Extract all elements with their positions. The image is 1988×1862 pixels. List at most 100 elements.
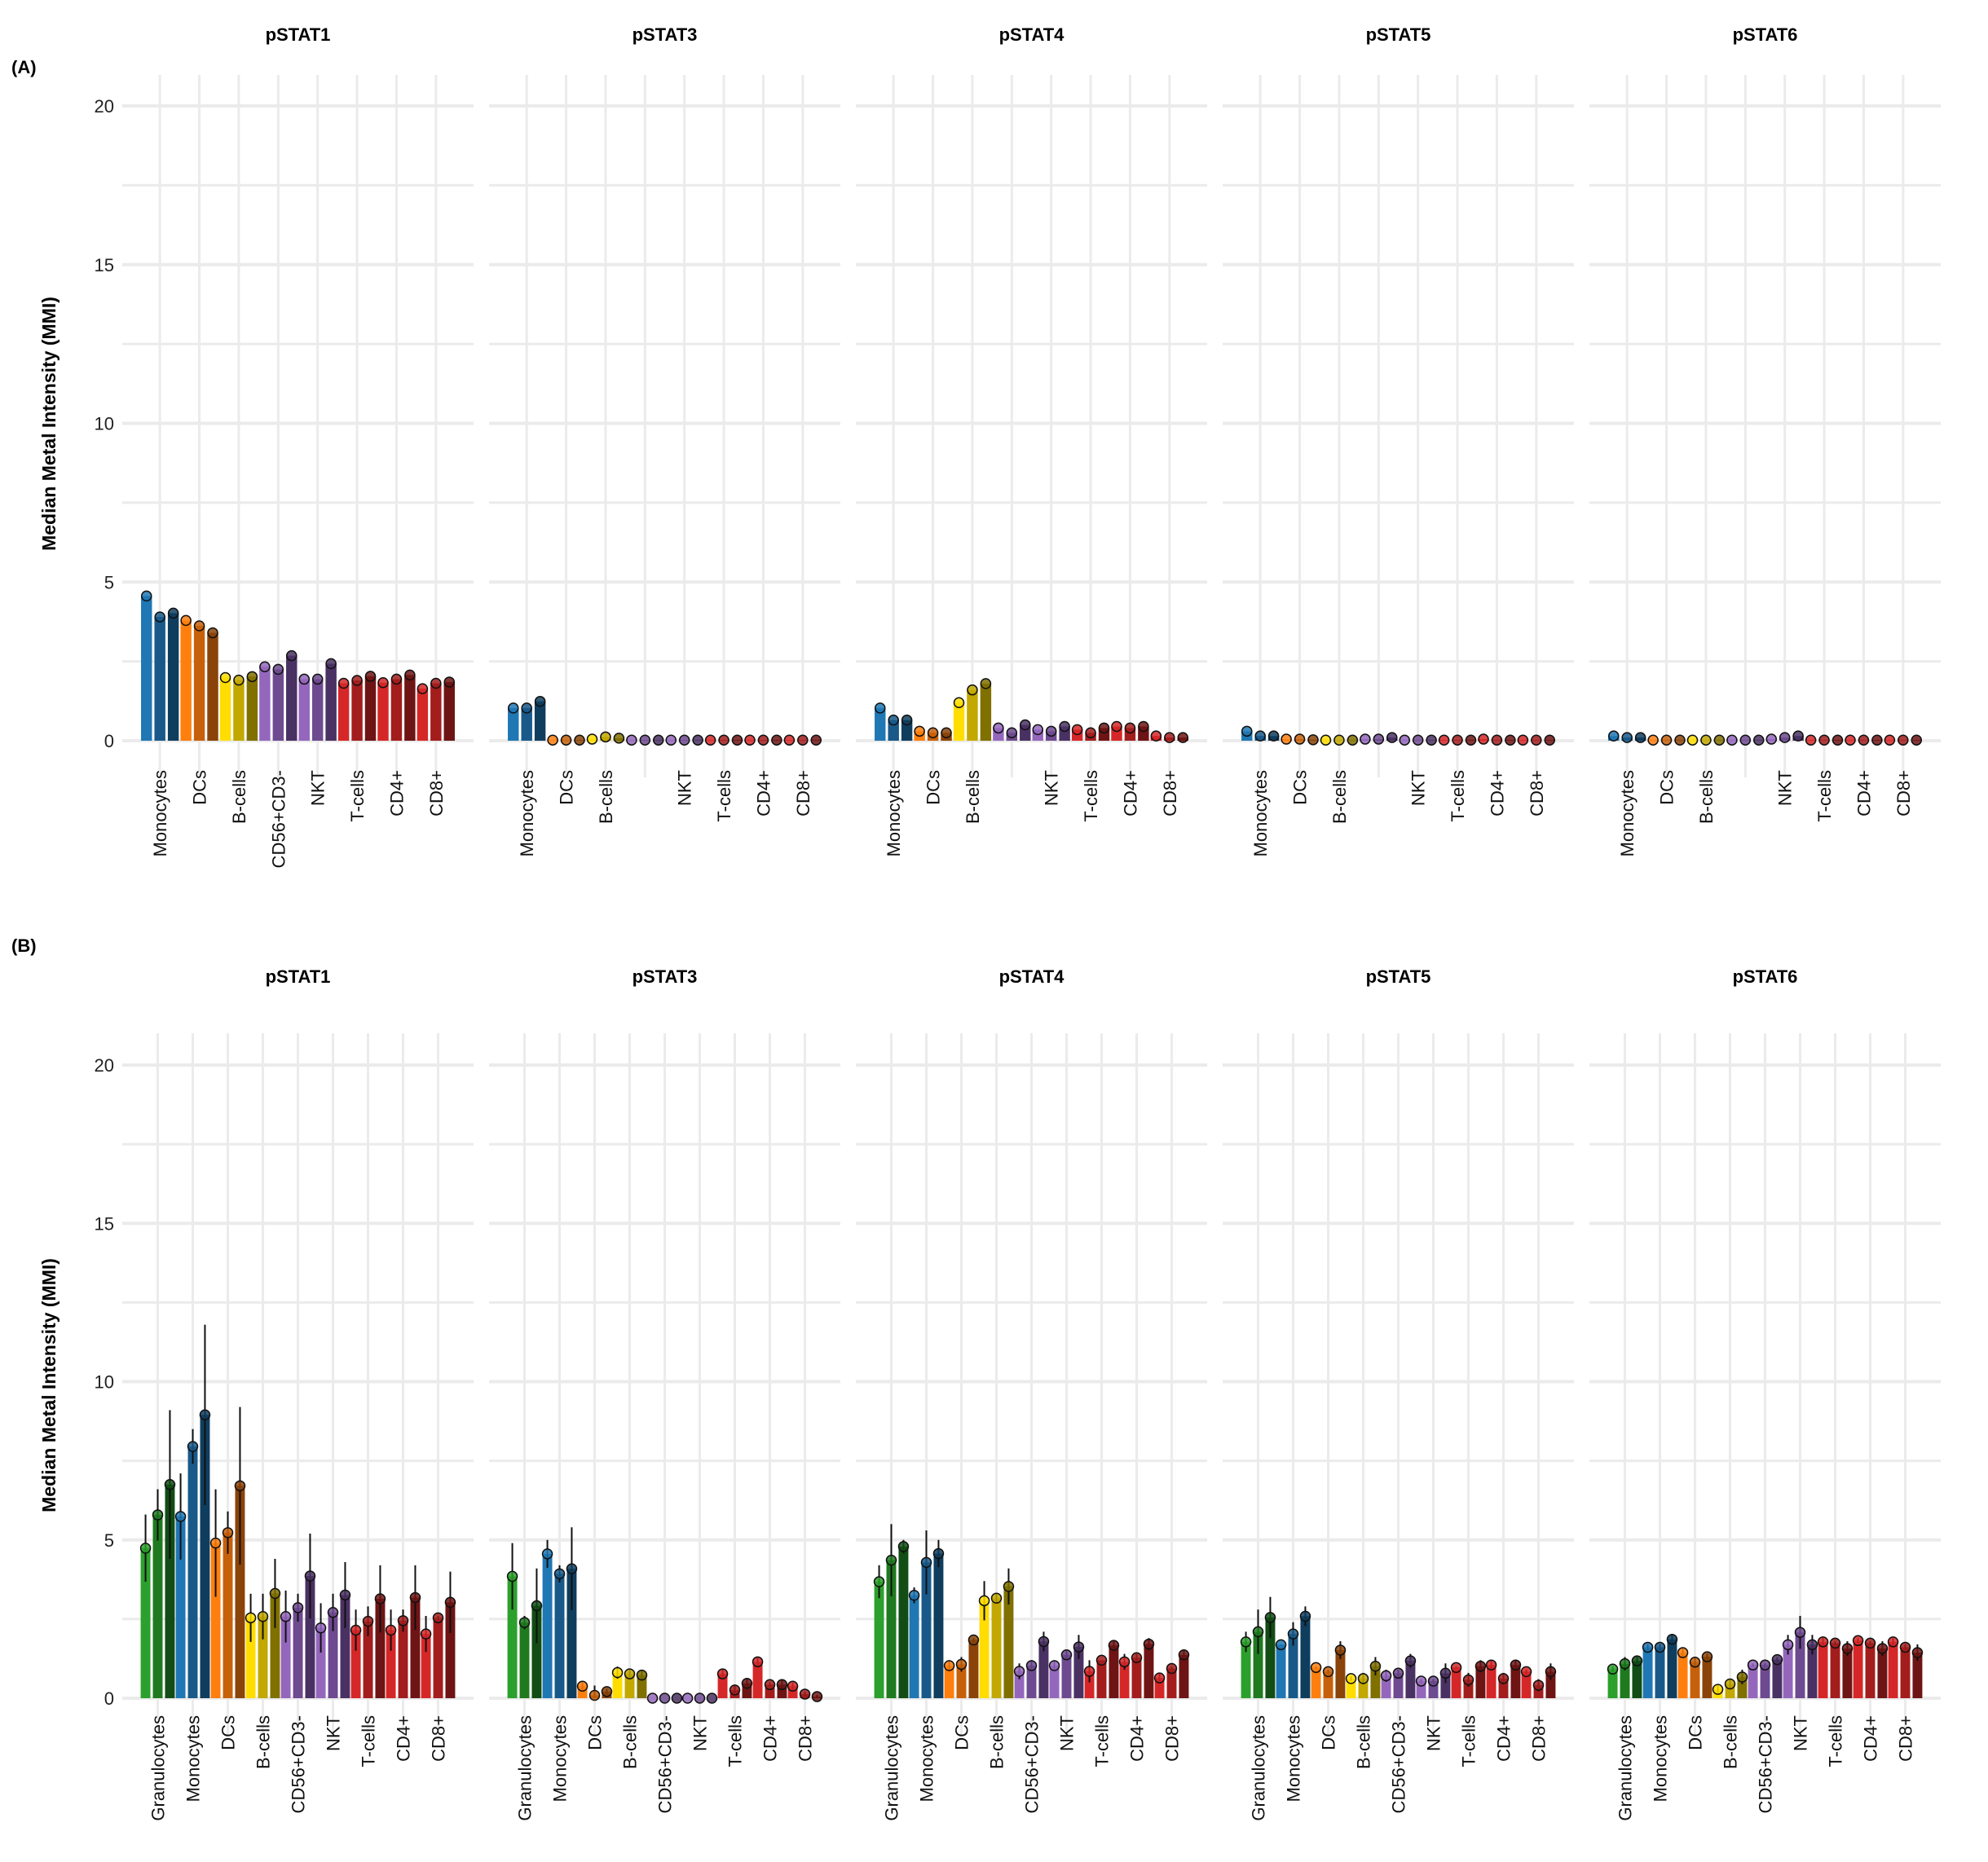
bar: [1760, 1665, 1770, 1698]
chart-row-a: (A) Median Metal Intensity (MMI) 0 5 10 15 20 p…: [11, 24, 1941, 868]
data-point: [611, 1666, 624, 1679]
data-point: [741, 1677, 753, 1689]
bar: [286, 655, 298, 741]
data-point: [600, 731, 611, 743]
data-point: [444, 1596, 456, 1609]
data-point: [1898, 734, 1909, 746]
bar: [298, 679, 310, 741]
data-point: [1747, 1659, 1759, 1671]
data-point: [1724, 1678, 1736, 1690]
bar: [421, 1634, 431, 1698]
x-tick-label: NKT: [1042, 770, 1062, 806]
data-point: [1240, 1636, 1252, 1648]
data-point: [430, 677, 442, 689]
data-point: [1517, 734, 1529, 746]
data-point: [167, 607, 179, 619]
bar: [1877, 1649, 1888, 1698]
bar: [886, 1560, 897, 1698]
x-tick-label: NKT: [1424, 1715, 1444, 1751]
x-tick-label: T-cells: [714, 770, 734, 822]
data-point: [694, 1693, 706, 1704]
x-tick-label: B-cells: [620, 1715, 641, 1769]
x-tick-label: CD56+CD3-: [1756, 1715, 1776, 1813]
bar: [207, 632, 218, 741]
x-tick-label: CD8+: [1896, 1715, 1916, 1762]
bar: [430, 683, 442, 741]
bar: [280, 1616, 291, 1698]
bar: [1655, 1647, 1665, 1698]
bar: [1276, 1644, 1286, 1698]
x-tick-label: DCs: [1686, 1715, 1706, 1750]
data-point: [1739, 734, 1752, 746]
bar: [325, 663, 337, 741]
data-point: [246, 671, 258, 683]
data-point: [553, 1568, 566, 1580]
x-tick-label: B-cells: [253, 1715, 274, 1769]
bar: [979, 1600, 990, 1698]
x-tick-label: Monocytes: [183, 1715, 204, 1802]
bar: [534, 701, 546, 741]
bar: [200, 1415, 210, 1698]
data-point: [233, 674, 245, 686]
data-point: [1415, 1675, 1427, 1687]
data-point: [1852, 1635, 1864, 1647]
data-point: [506, 1570, 518, 1582]
data-point: [1299, 1610, 1311, 1622]
bar: [1084, 1671, 1095, 1698]
data-point: [443, 676, 455, 688]
y-tick-label: 15: [95, 255, 114, 275]
data-point: [1478, 733, 1489, 745]
x-tick-label: T-cells: [1092, 1715, 1113, 1767]
bar: [233, 680, 245, 741]
data-point: [518, 1617, 531, 1628]
bar: [270, 1593, 280, 1698]
bar: [1179, 1654, 1189, 1698]
x-tick-label: Monocytes: [517, 770, 537, 856]
bar: [1545, 1671, 1556, 1698]
bar: [1818, 1641, 1828, 1698]
data-point: [1020, 719, 1031, 731]
bar: [410, 1597, 421, 1698]
data-point: [1124, 722, 1136, 734]
y-tick-label: 15: [95, 1213, 114, 1234]
data-point: [1083, 1666, 1095, 1677]
data-point: [377, 676, 389, 689]
data-point: [776, 1679, 788, 1691]
data-point: [1347, 734, 1359, 746]
data-point: [193, 620, 205, 632]
bar: [1300, 1616, 1311, 1698]
data-point: [1025, 1660, 1038, 1671]
facet-title: pSTAT1: [266, 24, 331, 45]
bar: [398, 1620, 408, 1698]
data-point: [885, 1554, 897, 1566]
data-point: [797, 734, 809, 746]
data-point: [1404, 1655, 1417, 1666]
y-axis-label: Median Metal Intensity (MMI): [38, 297, 60, 551]
bar: [1265, 1617, 1276, 1698]
x-tick-label: CD4+: [1120, 770, 1140, 817]
x-tick-label: B-cells: [229, 770, 249, 824]
data-point: [574, 734, 585, 746]
y-tick-label: 5: [104, 572, 114, 592]
data-point: [1462, 1674, 1474, 1686]
x-tick-label: B-cells: [987, 1715, 1007, 1769]
bar: [311, 679, 324, 741]
y-tick-label: 10: [95, 414, 114, 434]
data-point: [771, 734, 782, 746]
bar: [1737, 1676, 1748, 1698]
data-point: [1608, 730, 1620, 742]
data-point: [897, 1541, 910, 1552]
bar: [1842, 1649, 1853, 1698]
data-point: [531, 1600, 543, 1612]
data-point: [1399, 734, 1410, 746]
x-tick-label: Monocytes: [550, 1715, 571, 1802]
bar: [742, 1683, 752, 1698]
data-point: [1177, 732, 1188, 743]
data-point: [311, 673, 324, 685]
data-point: [234, 1480, 246, 1492]
bar: [991, 1598, 1002, 1698]
data-point: [1320, 734, 1332, 746]
data-point: [1871, 734, 1883, 746]
bar: [1772, 1659, 1783, 1698]
data-point: [1841, 1643, 1854, 1654]
